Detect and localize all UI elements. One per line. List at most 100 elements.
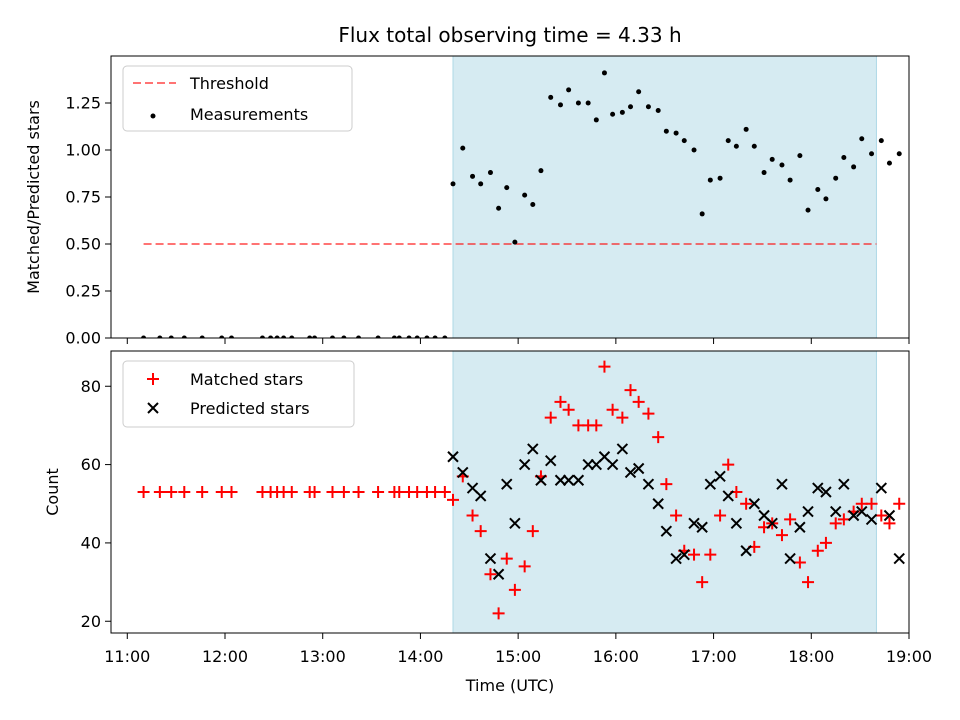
- measurement-point: [442, 335, 448, 338]
- matched-star-point: [308, 486, 321, 498]
- predicted-star-point: [670, 552, 682, 565]
- matched-star-point: [484, 568, 497, 581]
- measurement-point: [610, 111, 616, 117]
- measurement-point: [312, 335, 318, 338]
- matched-star-point: [492, 607, 505, 620]
- measurement-point: [396, 335, 402, 338]
- measurement-point: [414, 335, 420, 338]
- bottom-y-tick-label: 20: [81, 612, 101, 631]
- matched-star-point: [153, 486, 166, 498]
- measurement-point: [432, 335, 438, 338]
- matched-star-point: [642, 407, 655, 420]
- predicted-star-point: [484, 552, 497, 565]
- matched-star-point: [508, 583, 521, 596]
- predicted-star-point: [501, 478, 513, 490]
- measurement-point: [805, 207, 811, 213]
- measurement-point: [717, 175, 723, 181]
- matched-star-point: [652, 431, 665, 444]
- bottom-legend: Matched stars Predicted stars: [122, 360, 355, 428]
- matched-star-point: [775, 529, 788, 542]
- predicted-star-point: [722, 490, 734, 502]
- matched-star-point: [624, 384, 637, 397]
- bottom-y-ticks: 20 40 60 80: [81, 377, 111, 631]
- measurement-point: [450, 181, 456, 187]
- measurement-point: [859, 136, 865, 142]
- matched-star-point: [714, 509, 727, 522]
- top-legend: Threshold Measurements: [122, 65, 353, 132]
- predicted-star-point: [582, 458, 594, 471]
- measurement-point: [487, 170, 493, 176]
- top-y-ticks: 0.00 0.25 0.50 0.75 1.00 1.25: [65, 94, 111, 348]
- predicted-star-point: [730, 517, 743, 530]
- measurement-point: [375, 335, 381, 338]
- predicted-star-point: [447, 451, 459, 463]
- measurement-point: [636, 89, 642, 95]
- matched-star-point: [722, 458, 735, 471]
- predicted-star-point: [776, 478, 788, 490]
- matched-star-point: [893, 497, 906, 510]
- top-panel: 0.00 0.25 0.50 0.75 1.00 1.25 Matched/Predict…: [24, 55, 910, 348]
- measurement-point: [815, 186, 821, 192]
- predicted-star-point: [838, 478, 850, 490]
- measurement-point: [655, 108, 661, 114]
- x-tick-label: 15:00: [495, 647, 541, 666]
- measurement-point: [478, 181, 484, 187]
- predicted-star-point: [660, 525, 673, 537]
- bottom-y-tick-label: 60: [81, 455, 101, 474]
- measurement-point: [530, 202, 536, 208]
- measurement-point: [259, 335, 265, 338]
- predicted-star-point: [527, 443, 539, 455]
- measurement-point: [141, 335, 147, 338]
- x-tick-label: 18:00: [788, 647, 834, 666]
- matched-star-point: [285, 486, 298, 498]
- matched-star-point: [554, 395, 567, 408]
- matched-star-point: [196, 486, 209, 498]
- legend-predicted-marker: [147, 402, 159, 414]
- measurement-point: [593, 117, 599, 123]
- top-y-tick-label: 0.50: [65, 235, 101, 254]
- predicted-star-point: [856, 505, 868, 518]
- matched-star-point: [875, 509, 888, 522]
- matched-star-point: [688, 548, 701, 561]
- predicted-star-point: [492, 568, 505, 580]
- matched-star-point: [225, 486, 238, 498]
- matched-star-point: [352, 486, 365, 498]
- measurement-point: [268, 335, 274, 338]
- predicted-star-point: [740, 545, 752, 557]
- measurement-point: [779, 162, 785, 168]
- predicted-star-point: [865, 513, 878, 526]
- matched-star-point: [326, 486, 339, 498]
- legend-matched-marker: [147, 373, 159, 385]
- top-x-ticks: [126, 338, 910, 344]
- measurement-point: [274, 335, 280, 338]
- matched-star-point: [740, 497, 753, 510]
- predicted-star-point: [847, 509, 860, 522]
- matched-star-point: [670, 509, 683, 522]
- x-tick-label: 11:00: [104, 647, 150, 666]
- measurement-point: [761, 170, 767, 176]
- matched-star-point: [696, 576, 709, 589]
- legend-predicted-label: Predicted stars: [190, 399, 310, 418]
- matched-star-point: [632, 395, 645, 408]
- measurement-point: [628, 104, 634, 110]
- matched-star-point: [784, 513, 797, 526]
- matched-star-point: [337, 486, 350, 498]
- matched-star-point: [500, 552, 513, 565]
- measurement-point: [733, 143, 739, 149]
- predicted-star-point: [652, 498, 664, 510]
- predicted-star-point: [875, 482, 888, 494]
- matched-star-point: [178, 486, 191, 498]
- chart-title: Flux total observing time = 4.33 h: [338, 23, 681, 47]
- bottom-legend-box: [122, 360, 355, 428]
- bottom-y-tick-label: 40: [81, 533, 101, 552]
- matched-star-point: [606, 403, 619, 416]
- measurement-point: [181, 335, 187, 338]
- predicted-star-point: [554, 474, 567, 486]
- matched-star-point: [819, 536, 832, 549]
- measurement-point: [851, 164, 857, 170]
- legend-measurements-marker: [150, 113, 156, 119]
- matched-star-point: [474, 525, 487, 538]
- matched-star-point: [526, 525, 539, 538]
